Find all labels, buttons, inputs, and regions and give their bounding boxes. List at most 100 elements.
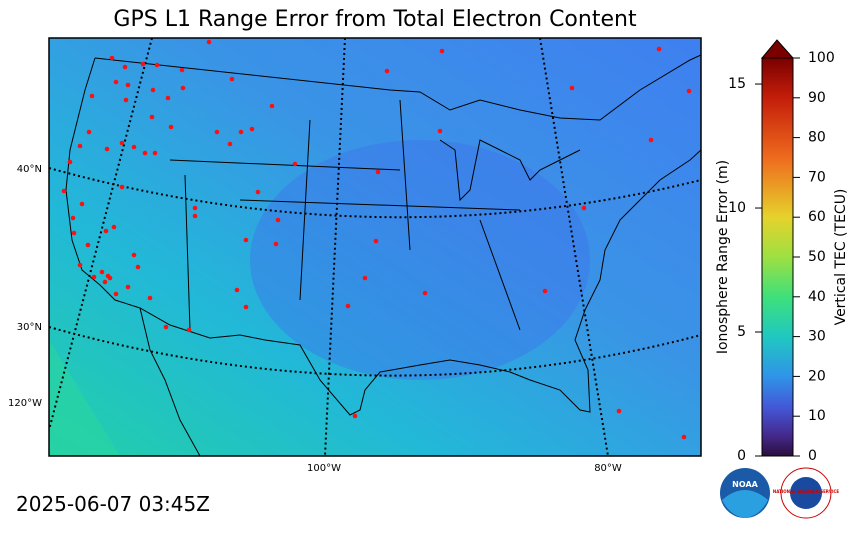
station <box>384 68 390 74</box>
station <box>86 129 92 135</box>
colorbar <box>761 57 794 457</box>
tec-tick-label: 50 <box>808 249 826 265</box>
station <box>119 140 125 146</box>
station <box>214 129 220 135</box>
tec-tick-label: 60 <box>808 209 826 225</box>
tec-tick-label: 0 <box>808 448 817 464</box>
station <box>163 324 169 330</box>
station <box>149 114 155 120</box>
station <box>125 284 131 290</box>
station <box>140 61 146 67</box>
station <box>79 201 85 207</box>
station <box>131 144 137 150</box>
tec-tick-label: 10 <box>808 408 826 424</box>
lon-label: 120°W <box>8 398 42 409</box>
station <box>192 213 198 219</box>
station <box>292 161 298 167</box>
colorbar-extend <box>760 39 795 59</box>
map-frame <box>48 37 702 457</box>
station <box>67 159 73 165</box>
station <box>119 184 125 190</box>
stations <box>61 39 692 440</box>
error-tick-label: 0 <box>737 448 746 464</box>
station <box>135 264 141 270</box>
station <box>125 82 131 88</box>
station <box>373 238 379 244</box>
station <box>439 48 445 54</box>
tec-tick-label: 70 <box>808 169 826 185</box>
station <box>165 95 171 101</box>
error-tick-label: 15 <box>728 76 746 92</box>
station <box>186 327 192 333</box>
station <box>581 205 587 211</box>
station <box>238 129 244 135</box>
station <box>77 262 83 268</box>
tec-field <box>250 140 590 380</box>
lat-label: 40°N <box>17 164 42 175</box>
station <box>142 150 148 156</box>
station <box>168 124 174 130</box>
station <box>104 146 110 152</box>
station <box>275 217 281 223</box>
tec-axis-label: Vertical TEC (TECU) <box>833 189 849 326</box>
tec-tick-label: 30 <box>808 329 826 345</box>
station <box>352 413 358 419</box>
station <box>111 224 117 230</box>
lat-label: 30°N <box>17 322 42 333</box>
station <box>150 87 156 93</box>
station <box>243 237 249 243</box>
station <box>147 295 153 301</box>
graticule <box>49 38 701 456</box>
station <box>656 46 662 52</box>
station <box>686 88 692 94</box>
station <box>616 408 622 414</box>
station <box>99 269 105 275</box>
map <box>49 38 701 456</box>
tec-tick-label: 100 <box>808 50 835 66</box>
noaa-text: NOAA <box>732 480 758 489</box>
station <box>89 93 95 99</box>
station <box>154 62 160 68</box>
station <box>681 434 687 440</box>
station <box>77 143 83 149</box>
station <box>102 279 108 285</box>
station <box>61 188 67 194</box>
station <box>273 241 279 247</box>
error-tick-label: 10 <box>728 200 746 216</box>
timestamp: 2025-06-07 03:45Z <box>16 492 210 516</box>
station <box>131 252 137 258</box>
station <box>109 55 115 61</box>
station <box>103 228 109 234</box>
station <box>206 39 212 45</box>
error-tick-label: 5 <box>737 324 746 340</box>
station <box>269 103 275 109</box>
station <box>192 205 198 211</box>
station <box>180 85 186 91</box>
station <box>229 76 235 82</box>
nws-text: NATIONAL WEATHER SERVICE <box>773 489 840 494</box>
station <box>542 288 548 294</box>
lon-label: 100°W <box>307 463 341 474</box>
coastline <box>65 54 701 456</box>
station <box>362 275 368 281</box>
station <box>91 274 97 280</box>
station <box>227 141 233 147</box>
title: GPS L1 Range Error from Total Electron C… <box>113 7 637 32</box>
station <box>569 85 575 91</box>
station <box>122 64 128 70</box>
station <box>70 215 76 221</box>
station <box>648 137 654 143</box>
station <box>375 169 381 175</box>
station <box>249 126 255 132</box>
station <box>85 242 91 248</box>
tec-tick-label: 80 <box>808 130 826 146</box>
noaa-logo: NOAA <box>720 468 770 518</box>
tec-tick-label: 40 <box>808 289 826 305</box>
station <box>107 275 113 281</box>
tec-field <box>49 340 120 456</box>
station <box>422 290 428 296</box>
nws-logo: NATIONAL WEATHER SERVICE <box>773 467 840 519</box>
station <box>71 230 77 236</box>
station <box>243 304 249 310</box>
